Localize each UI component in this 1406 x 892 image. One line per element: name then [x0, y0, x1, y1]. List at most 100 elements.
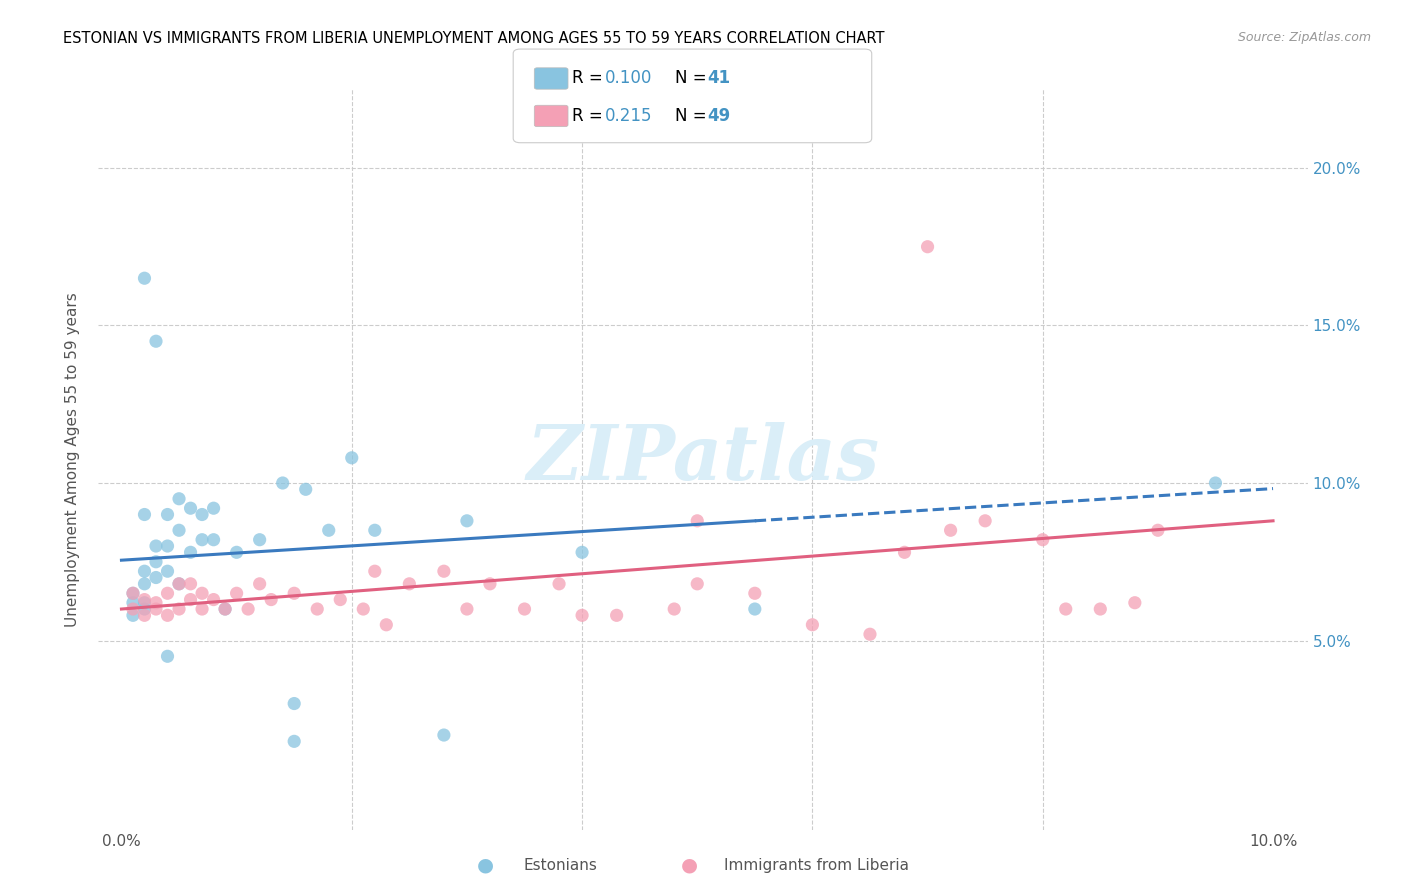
Point	[145, 539, 167, 553]
Point	[134, 592, 156, 607]
Point	[686, 514, 709, 528]
Point	[364, 523, 387, 537]
Point	[122, 586, 145, 600]
Point	[283, 697, 305, 711]
Text: N =: N =	[675, 107, 711, 125]
Point	[156, 564, 179, 578]
Point	[180, 577, 202, 591]
Text: R =: R =	[572, 70, 609, 87]
Text: Source: ZipAtlas.com: Source: ZipAtlas.com	[1237, 31, 1371, 45]
Point	[456, 514, 478, 528]
Point	[271, 475, 294, 490]
Point	[134, 271, 156, 285]
Point	[156, 649, 179, 664]
Point	[191, 508, 214, 522]
Point	[329, 592, 352, 607]
Point	[1123, 596, 1146, 610]
Point	[134, 508, 156, 522]
Text: ZIPatlas: ZIPatlas	[526, 423, 880, 496]
Point	[236, 602, 259, 616]
Point	[122, 602, 145, 616]
Point	[352, 602, 374, 616]
Point	[744, 602, 766, 616]
Point	[122, 596, 145, 610]
Point	[571, 608, 593, 623]
Point	[225, 586, 247, 600]
Point	[191, 602, 214, 616]
Point	[433, 564, 456, 578]
Point	[744, 586, 766, 600]
Point	[145, 334, 167, 349]
Point	[513, 602, 536, 616]
Point	[225, 545, 247, 559]
Point	[1032, 533, 1054, 547]
Point	[134, 608, 156, 623]
Point	[214, 602, 236, 616]
Text: 0.215: 0.215	[605, 107, 652, 125]
Point	[548, 577, 571, 591]
Text: Immigrants from Liberia: Immigrants from Liberia	[724, 858, 910, 872]
Point	[571, 545, 593, 559]
Point	[375, 617, 398, 632]
Point	[156, 586, 179, 600]
Point	[180, 501, 202, 516]
Point	[340, 450, 363, 465]
Point	[364, 564, 387, 578]
Point	[664, 602, 686, 616]
Point	[859, 627, 882, 641]
Point	[1204, 475, 1226, 490]
Point	[1147, 523, 1170, 537]
Point	[893, 545, 915, 559]
Point	[1054, 602, 1077, 616]
Point	[145, 602, 167, 616]
Text: ●: ●	[477, 855, 494, 875]
Point	[283, 734, 305, 748]
Point	[202, 533, 225, 547]
Point	[122, 586, 145, 600]
Point	[180, 592, 202, 607]
Point	[433, 728, 456, 742]
Text: 0.100: 0.100	[605, 70, 652, 87]
Point	[191, 533, 214, 547]
Point	[145, 596, 167, 610]
Point	[167, 491, 190, 506]
Point	[180, 545, 202, 559]
Text: 49: 49	[707, 107, 731, 125]
Point	[214, 602, 236, 616]
Point	[156, 508, 179, 522]
Point	[167, 577, 190, 591]
Text: Estonians: Estonians	[523, 858, 598, 872]
Point	[294, 483, 316, 497]
Point	[134, 564, 156, 578]
Text: R =: R =	[572, 107, 609, 125]
Point	[191, 586, 214, 600]
Point	[686, 577, 709, 591]
Point	[156, 608, 179, 623]
Point	[249, 577, 271, 591]
Point	[974, 514, 997, 528]
Point	[202, 501, 225, 516]
Point	[478, 577, 501, 591]
Point	[398, 577, 420, 591]
Point	[167, 577, 190, 591]
Point	[134, 577, 156, 591]
Point	[134, 602, 156, 616]
Point	[260, 592, 283, 607]
Point	[167, 523, 190, 537]
Point	[456, 602, 478, 616]
Point	[145, 555, 167, 569]
Point	[917, 240, 939, 254]
Point	[801, 617, 824, 632]
Point	[202, 592, 225, 607]
Text: ●: ●	[681, 855, 697, 875]
Point	[606, 608, 628, 623]
Point	[134, 596, 156, 610]
Point	[307, 602, 329, 616]
Point	[122, 608, 145, 623]
Point	[249, 533, 271, 547]
Point	[318, 523, 340, 537]
Point	[1090, 602, 1112, 616]
Point	[145, 570, 167, 584]
Point	[283, 586, 305, 600]
Point	[167, 602, 190, 616]
